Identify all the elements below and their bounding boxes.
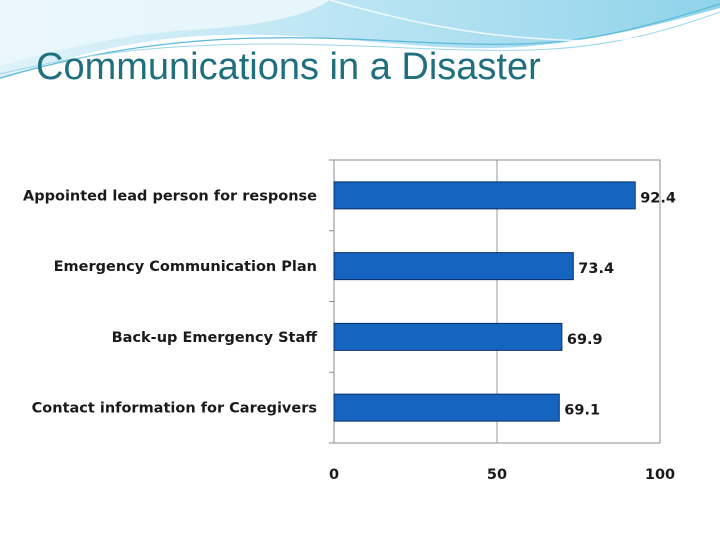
data-label: 92.4: [640, 190, 676, 206]
slide-title: Communications in a Disaster: [36, 46, 541, 88]
data-label: 73.4: [578, 261, 614, 277]
bar: [333, 322, 563, 351]
x-tick-label: 100: [645, 467, 675, 483]
bar: [333, 252, 574, 281]
data-label: 69.1: [564, 403, 600, 419]
bar: [333, 181, 636, 210]
x-tick-label: 50: [487, 467, 507, 483]
x-tick-label: 0: [329, 467, 339, 483]
bar: [333, 393, 560, 422]
category-label: Emergency Communication Plan: [54, 259, 317, 275]
category-label: Back-up Emergency Staff: [112, 330, 318, 346]
category-label: Appointed lead person for response: [23, 188, 317, 204]
data-label: 69.9: [567, 332, 603, 348]
category-label: Contact information for Caregivers: [32, 401, 317, 417]
